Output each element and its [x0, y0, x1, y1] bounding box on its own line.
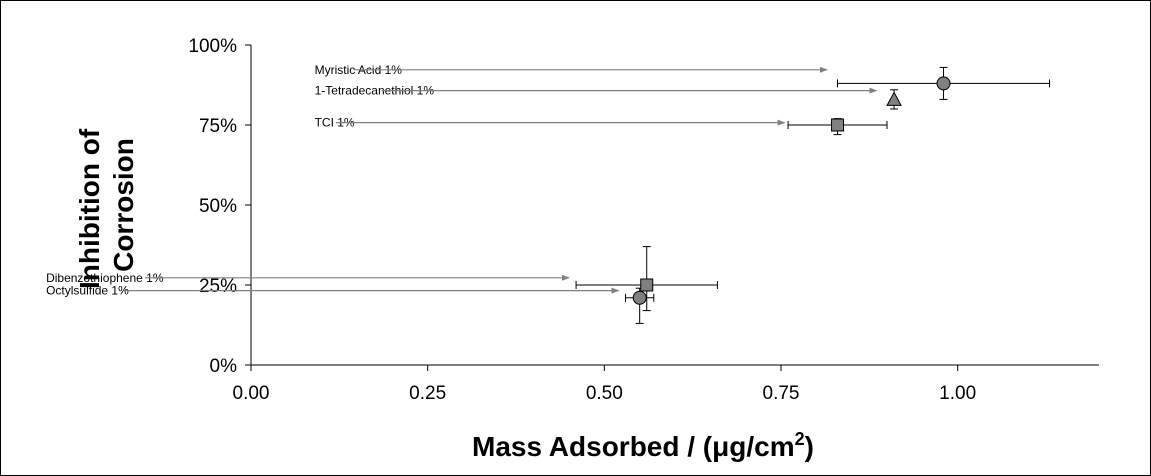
x-tick-label: 0.50	[586, 383, 623, 404]
markers	[632, 76, 951, 305]
y-axis-title: Inhibition of Corrosion	[74, 121, 139, 289]
x-tick-label: 0.75	[763, 383, 800, 404]
x-tick-label: 1.00	[939, 383, 976, 404]
y-tick-label: 50%	[199, 196, 237, 217]
axis-titles: Mass Adsorbed / (μg/cm2) Inhibition of C…	[74, 121, 814, 462]
ticks: 0% 25% 50% 75% 100% 0.00 0.25 0.50 0.75 1.00	[188, 36, 976, 404]
circle-marker	[632, 290, 647, 305]
square-marker	[640, 278, 654, 292]
x-axis-title: Mass Adsorbed / (μg/cm2)	[472, 429, 814, 462]
circle-marker	[936, 76, 951, 91]
square-marker	[831, 118, 845, 132]
y-tick-label: 75%	[199, 116, 237, 137]
y-tick-label: 0%	[210, 356, 238, 377]
point-label: 1-Tetradecanethiol 1%	[315, 84, 435, 98]
point-label: TCI 1%	[315, 116, 355, 130]
triangle-marker	[886, 91, 902, 106]
y-tick-label: 100%	[188, 36, 237, 57]
y-tick-label: 25%	[199, 276, 237, 297]
x-tick-label: 0.00	[233, 383, 270, 404]
point-label: Octylsulfide 1%	[46, 284, 129, 298]
point-label: Dibenzothiophene 1%	[46, 271, 164, 285]
annotations: Myristic Acid 1%1-Tetradecanethiol 1%TCI…	[46, 63, 878, 298]
x-tick-label: 0.25	[409, 383, 446, 404]
